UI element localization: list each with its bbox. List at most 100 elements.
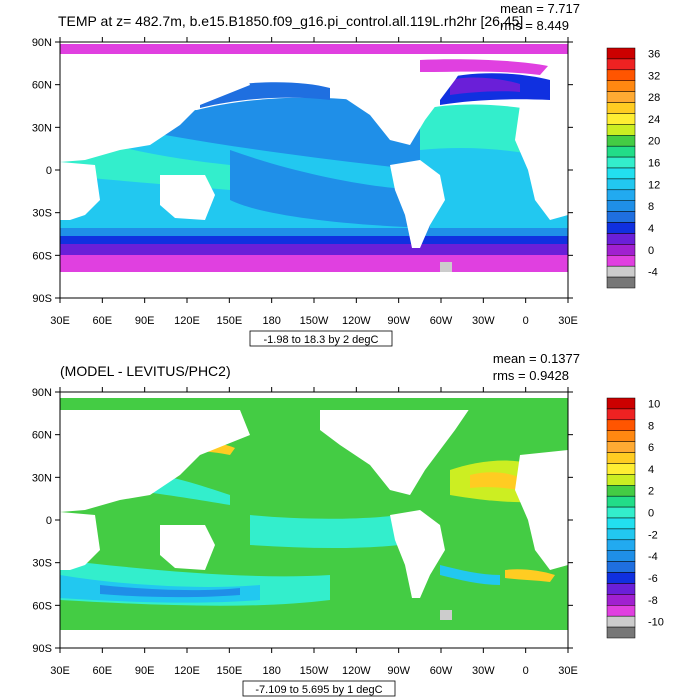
panel1-title: TEMP at z= 482.7m, b.e15.B1850.f09_g16.p… [58,13,523,29]
colorbar-swatch [606,69,636,81]
colorbar-label: -4 [648,267,658,279]
colorbar-label: 28 [648,92,660,104]
colorbar-swatch [606,156,636,169]
colorbar-label: 6 [648,442,654,454]
colorbar-swatch [606,135,636,147]
x-tick-label: 180 [262,665,280,677]
y-tick-label: 0 [46,165,52,177]
colorbar-label: 8 [648,201,654,213]
y-tick-label: 30N [32,472,52,484]
colorbar-swatch [606,419,636,431]
colorbar-swatch [606,167,636,180]
colorbar-swatch [606,626,636,639]
x-tick-label: 150E [216,665,242,677]
panel2-range-note: -7.109 to 5.695 by 1 degC [255,684,382,696]
panel2-y-axis: 90N 60N 30N 0 30S 60S 90S [32,387,573,655]
y-tick-label: 60S [32,250,52,262]
colorbar-swatch [606,222,636,234]
colorbar-label: 4 [648,464,654,476]
colorbar-swatch [606,91,636,103]
x-tick-label: 90W [387,315,410,327]
colorbar-label: 10 [648,398,660,410]
colorbar-label: 36 [648,48,660,60]
colorbar-swatch [606,463,636,475]
y-tick-label: 60S [32,600,52,612]
y-tick-label: 90S [32,293,52,305]
x-tick-label: 60E [93,315,113,327]
x-tick-label: 30E [50,315,70,327]
panel1-mean: mean = 7.717 [500,1,580,16]
panel-temperature: TEMP at z= 482.7m, b.e15.B1850.f09_g16.p… [32,1,660,347]
x-tick-label: 30E [50,665,70,677]
colorbar-swatch [606,441,636,453]
panel2-x-axis: 30E 60E 90E 120E 150E 180 150W 120W 90W 60W 30W 0 30… [50,387,578,677]
y-tick-label: 90N [32,387,52,399]
x-tick-label: 30W [472,665,495,677]
panel2-title: (MODEL - LEVITUS/PHC2) [60,363,231,379]
colorbar-label: -2 [648,529,658,541]
x-tick-label: 150E [216,315,242,327]
panel2-rms: rms = 0.9428 [493,368,569,383]
x-tick-label: 60E [93,665,113,677]
y-tick-label: 30N [32,122,52,134]
x-tick-label: 120E [174,665,200,677]
colorbar-label: 12 [648,179,660,191]
colorbar-swatch [606,80,636,92]
panel1-x-axis: 30E 60E 90E 120E 150E 180 150W 120W 90W 60W 30W 0 30… [50,37,578,327]
colorbar-swatch [606,178,636,191]
colorbar-swatch [606,265,636,278]
x-tick-label: 180 [262,315,280,327]
panel2-range-box [242,680,396,697]
colorbar-swatch [606,211,636,223]
colorbar-swatch [606,615,636,628]
colorbar-swatch [606,276,636,289]
colorbar-swatch [606,474,636,486]
x-tick-label: 90W [387,665,410,677]
x-tick-label: 150W [300,315,329,327]
colorbar-swatch [606,102,636,114]
y-tick-label: 30S [32,558,52,570]
panel2-map [60,392,568,648]
colorbar-swatch [606,58,636,71]
panel1-range-box [249,330,393,347]
x-tick-label: 60W [430,665,453,677]
colorbar-label: 8 [648,420,654,432]
y-tick-label: 60N [32,430,52,442]
panel1-y-axis: 90N 60N 30N 0 30S 60S 90S [32,37,573,305]
x-tick-label: 30E [558,315,578,327]
colorbar-swatch [606,594,636,606]
colorbar-label: -10 [648,617,664,629]
colorbar-label: 24 [648,114,660,126]
y-tick-label: 30S [32,208,52,220]
panel2-colorbar: 10 8 6 4 2 0 -2 -4 -6 -8 -10 [606,397,664,639]
colorbar-swatch [606,408,636,421]
colorbar-label: -4 [648,551,658,563]
colorbar-label: -8 [648,595,658,607]
x-tick-label: 30W [472,315,495,327]
colorbar-label: 16 [648,158,660,170]
colorbar-label: 20 [648,136,660,148]
colorbar-swatch [606,397,636,410]
colorbar-swatch [606,233,636,245]
panel-difference: (MODEL - LEVITUS/PHC2) mean = 0.1377 rms… [32,351,664,697]
y-tick-label: 0 [46,515,52,527]
colorbar-swatch [606,189,636,201]
colorbar-swatch [606,113,636,125]
colorbar-swatch [606,605,636,617]
colorbar-label: -6 [648,573,658,585]
colorbar-swatch [606,506,636,519]
colorbar-swatch [606,200,636,212]
colorbar-swatch [606,495,636,508]
x-tick-label: 120W [342,315,371,327]
y-tick-label: 90N [32,37,52,49]
panel1-range-note: -1.98 to 18.3 by 2 degC [264,334,379,346]
colorbar-swatch [606,124,636,136]
y-tick-label: 60N [32,80,52,92]
x-tick-label: 120E [174,315,200,327]
colorbar-swatch [606,517,636,530]
x-tick-label: 120W [342,665,371,677]
colorbar-swatch [606,485,636,497]
x-tick-label: 150W [300,665,329,677]
x-tick-label: 30E [558,665,578,677]
